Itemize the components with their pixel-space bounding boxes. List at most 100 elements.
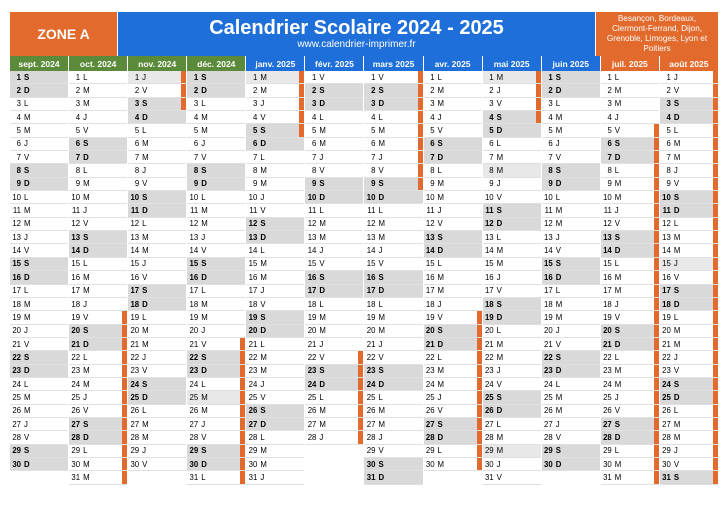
day-number: 21: [187, 340, 200, 349]
day-of-week: D: [200, 179, 210, 188]
day-cell: 21D: [69, 338, 127, 351]
vacation-bar: [418, 151, 423, 163]
day-of-week: L: [200, 286, 210, 295]
day-number: 23: [305, 366, 318, 375]
day-of-week: D: [200, 460, 210, 469]
day-number: 9: [246, 179, 259, 188]
day-cell: 16M: [246, 271, 304, 284]
day-number: 9: [187, 179, 200, 188]
day-of-week: M: [496, 340, 506, 349]
day-cell: 15L: [601, 258, 659, 271]
day-of-week: V: [82, 406, 92, 415]
day-of-week: M: [673, 233, 683, 242]
day-of-week: J: [673, 446, 683, 455]
day-cell: 10D: [364, 191, 422, 204]
day-of-week: J: [259, 193, 269, 202]
day-number: 12: [601, 219, 614, 228]
day-cell: 28D: [69, 431, 127, 444]
vacation-bar: [713, 418, 718, 430]
day-of-week: D: [141, 300, 151, 309]
day-of-week: L: [318, 300, 328, 309]
day-number: 17: [187, 286, 200, 295]
day-of-week: M: [496, 246, 506, 255]
day-number: 12: [424, 219, 437, 228]
day-number: 15: [660, 259, 673, 268]
day-of-week: M: [614, 286, 624, 295]
day-number: 11: [305, 206, 318, 215]
day-number: 18: [483, 300, 496, 309]
day-of-week: S: [141, 193, 151, 202]
day-cell: 12D: [483, 218, 541, 231]
day-number: 4: [542, 113, 555, 122]
vacation-bar: [240, 471, 245, 483]
day-cell: 8M: [483, 164, 541, 177]
day-number: 12: [660, 219, 673, 228]
day-of-week: V: [614, 126, 624, 135]
day-of-week: V: [82, 219, 92, 228]
day-number: 21: [10, 340, 23, 349]
day-cell: 19S: [246, 311, 304, 324]
day-cell: 9D: [542, 178, 600, 191]
day-of-week: M: [555, 206, 565, 215]
vacation-bar: [654, 204, 659, 216]
vacation-bar: [477, 458, 482, 470]
day-number: 29: [660, 446, 673, 455]
day-number: 2: [542, 86, 555, 95]
day-of-week: S: [200, 259, 210, 268]
vacation-bar: [418, 138, 423, 150]
day-of-week: V: [23, 246, 33, 255]
day-number: 24: [187, 380, 200, 389]
day-cell: 14V: [187, 244, 245, 257]
day-number: 7: [424, 153, 437, 162]
day-cell: 30D: [10, 458, 68, 471]
day-cell: 28V: [187, 431, 245, 444]
day-cell: 4L: [305, 111, 363, 124]
day-number: 3: [246, 99, 259, 108]
day-cell: 1S: [542, 71, 600, 84]
day-of-week: M: [141, 233, 151, 242]
vacation-bar: [654, 458, 659, 470]
day-cell: 17L: [542, 285, 600, 298]
day-of-week: L: [673, 219, 683, 228]
day-number: 11: [424, 206, 437, 215]
day-of-week: V: [259, 300, 269, 309]
day-of-week: D: [496, 313, 506, 322]
day-number: 25: [69, 393, 82, 402]
day-of-week: J: [555, 139, 565, 148]
day-cell: 30M: [246, 458, 304, 471]
day-number: 16: [187, 273, 200, 282]
day-of-week: M: [318, 126, 328, 135]
day-cell: 30D: [542, 458, 600, 471]
day-number: 2: [187, 86, 200, 95]
day-number: 3: [424, 99, 437, 108]
day-cell: 30V: [660, 458, 718, 471]
day-of-week: L: [496, 326, 506, 335]
day-of-week: M: [614, 99, 624, 108]
day-cell: 4M: [187, 111, 245, 124]
day-cell: 5L: [660, 124, 718, 137]
vacation-bar: [713, 258, 718, 270]
day-number: 21: [601, 340, 614, 349]
day-number: 1: [246, 73, 259, 82]
day-number: 22: [305, 353, 318, 362]
vacation-bar: [654, 231, 659, 243]
day-of-week: S: [23, 259, 33, 268]
day-number: 1: [601, 73, 614, 82]
day-cell: 18D: [660, 298, 718, 311]
day-number: 6: [10, 139, 23, 148]
day-of-week: L: [23, 99, 33, 108]
day-number: 22: [187, 353, 200, 362]
day-cell: 24M: [601, 378, 659, 391]
day-of-week: D: [614, 340, 624, 349]
day-cell: 29S: [542, 445, 600, 458]
day-cell: 29S: [187, 445, 245, 458]
day-of-week: L: [200, 99, 210, 108]
day-number: 23: [69, 366, 82, 375]
day-of-week: S: [673, 286, 683, 295]
vacation-bar: [299, 124, 304, 136]
day-number: 1: [483, 73, 496, 82]
day-cell: 2M: [424, 84, 482, 97]
month-column: 1M2M3J4V5S6D7L8M9M10J11V12S13D14L15M16M1…: [246, 71, 305, 500]
day-of-week: V: [673, 460, 683, 469]
day-of-week: S: [23, 353, 33, 362]
